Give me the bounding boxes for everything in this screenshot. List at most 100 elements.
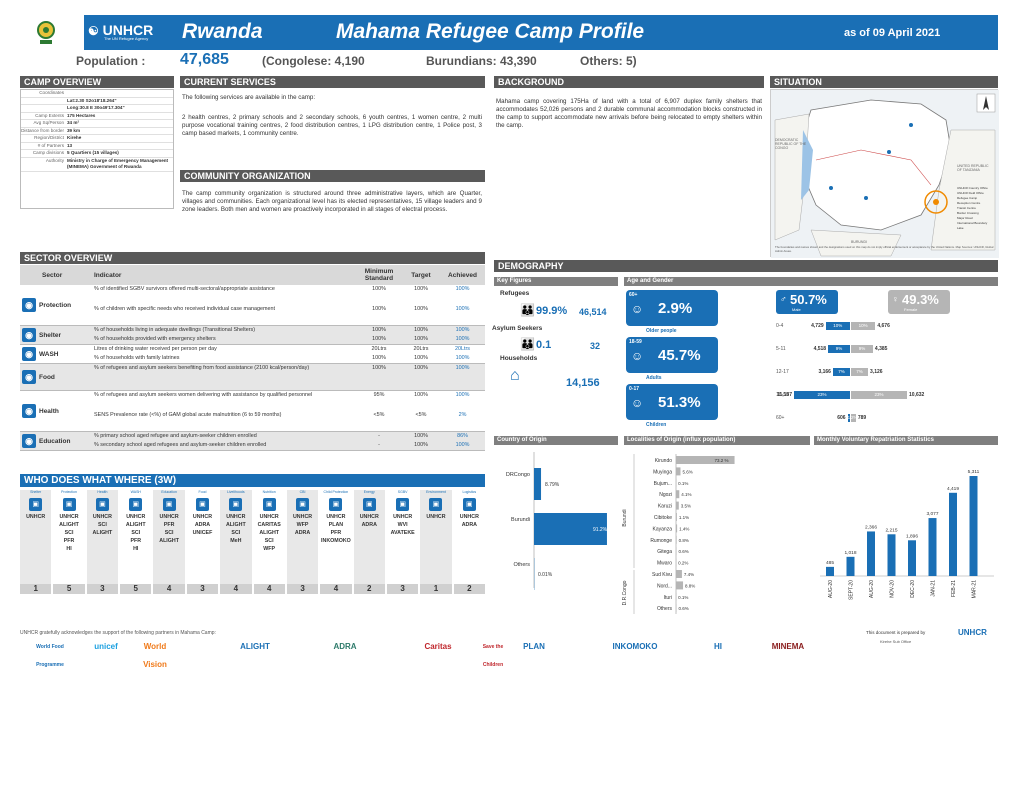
min-standard-value: 100% (372, 286, 386, 292)
three-w-partner: UNHCR (426, 514, 446, 520)
camp-overview-key: Authority (45, 157, 64, 163)
loc-label: 0.6% (678, 549, 688, 554)
rep-category: JAN-21 (931, 580, 937, 597)
female-box: ♀ 49.3% Female (888, 290, 950, 314)
loc-category: Nord... (657, 583, 672, 589)
three-w-column: Nutrition ▣ UNHCR CARITAS ALIGHT SCI WFP 4 (253, 490, 285, 594)
three-w-partner-list: UNHCR ADRA UNICEF (187, 513, 218, 537)
three-w-count: 4 (320, 584, 352, 594)
sector-name: WASH (39, 350, 59, 358)
pyramid-female-bar (851, 391, 907, 399)
sector-name: Health (39, 407, 59, 415)
pyramid-male-bar (794, 391, 850, 399)
indicator-text: % primary school aged refugee and asylum… (94, 433, 257, 439)
col-indicator: Indicator (94, 271, 122, 279)
loc-category: Rumonge (650, 538, 672, 544)
sector-name-cell: ◉ Education (20, 432, 94, 450)
demography-header: DEMOGRAPHY (494, 260, 998, 272)
coo-category: Burundi (511, 517, 530, 523)
map-footnote: The boundaries and names shown and the d… (775, 245, 994, 253)
three-w-sector-icon: ▣ (262, 498, 276, 511)
sector-rows: % of refugees and asylum seekers women d… (94, 391, 485, 431)
pyramid-female-count: 4,676 (877, 323, 890, 329)
three-w-partner: UNHCR (292, 514, 313, 520)
achieved-value: 100% (455, 392, 470, 398)
community-org-header: COMMUNITY ORGANIZATION (180, 170, 485, 182)
protection-icon: ◉ (22, 298, 36, 312)
three-w-column: SGBV ▣ UNHCR WVI AVATEKE 3 (386, 490, 419, 594)
three-w-partner: HI (133, 546, 139, 552)
key-figures-header: Key Figures (494, 277, 618, 286)
age-box: 18-59 ☺ 45.7% Adults (626, 337, 718, 381)
male-pct: 50.7% (790, 292, 827, 307)
target-value: 100% (414, 433, 428, 439)
rep-bar (908, 540, 916, 576)
partner-logo: World Vision (143, 642, 167, 669)
loc-label: 4.1% (681, 492, 691, 497)
age-range: 60+ (629, 292, 638, 298)
rep-label: 485 (826, 560, 834, 566)
three-w-category: Food (198, 490, 207, 494)
sector-row: % primary school aged refugee and asylum… (94, 432, 485, 441)
current-services-header: CURRENT SERVICES (180, 76, 485, 88)
three-w-category: Energy (363, 490, 375, 494)
three-w-partner: PLAN (328, 522, 344, 528)
background-header: BACKGROUND (494, 76, 764, 88)
population-congolese: (Congolese: 4,190 (262, 54, 365, 68)
indicator-text: SENS Prevalence rate (<%) of GAM global … (94, 412, 282, 418)
pyramid-female-pct: 23% (874, 392, 884, 397)
indicator-text: % of identified SGBV survivors offered m… (94, 286, 275, 292)
camp-overview-key: Camp divisions (32, 150, 64, 155)
pyramid-male-pct: 10% (833, 323, 843, 328)
indicator-text: % of households with family latrines (94, 355, 180, 361)
min-standard-value: 100% (372, 336, 386, 342)
rep-category: NOV-20 (890, 580, 896, 598)
households-icon: ⌂ (510, 367, 520, 384)
pyramid-female-pct: 7% (856, 369, 863, 374)
loc-label: 8.8% (685, 583, 695, 588)
sector-rows: Litres of drinking water received per pe… (94, 345, 485, 363)
female-pct: 49.3% (902, 292, 939, 307)
three-w-partner: INKOMOKO (321, 538, 351, 544)
three-w-sector-icon: ▣ (462, 498, 476, 511)
three-w-sector-icon: ▣ (396, 498, 410, 511)
three-w-partner: ALIGHT (59, 522, 79, 528)
three-w-partner: UNHCR (92, 514, 112, 520)
loc-bar (676, 456, 735, 464)
sector-name-cell: ◉ Shelter (20, 326, 94, 344)
target-value: <5% (415, 412, 427, 418)
rep-bar (928, 518, 937, 576)
asylum-icon: 👪 (520, 337, 535, 351)
three-w-partner: SCI (231, 530, 241, 536)
sector-block-education: ◉ Education% primary school aged refugee … (20, 432, 485, 451)
pyramid-female-count: 3,126 (870, 369, 883, 375)
target-value: 100% (414, 306, 428, 312)
three-w-partner: SCI (264, 538, 274, 544)
partner-logo: ALIGHT (240, 642, 270, 651)
three-w-sector-icon: ▣ (229, 498, 243, 511)
three-w-column: Food ▣ UNHCR ADRA UNICEF 3 (186, 490, 219, 594)
loc-label: 3.5% (681, 504, 691, 509)
three-w-partner-list: UNHCR ADRA (354, 513, 385, 529)
pyramid-male-pct: 9% (835, 346, 843, 351)
country-origin-chart: DRCongo 8.79% Burundi 91.2% Others 0.01% (506, 452, 608, 590)
three-w-count: 3 (286, 584, 319, 594)
pyramid-female-count: 4,385 (874, 346, 888, 352)
coo-bar (534, 468, 542, 500)
rep-label: 2,366 (865, 524, 877, 530)
loc-category: Ngozi (659, 492, 672, 498)
target-value: 100% (414, 365, 428, 371)
pyramid-male-bar (847, 414, 850, 422)
age-group-label: Children (646, 422, 667, 428)
three-w-category: Child Protection (323, 490, 349, 494)
three-w-partner-list: UNHCR ALIGHT SCI PFR HI (53, 513, 84, 553)
age-gender-header: Age and Gender (624, 277, 998, 286)
three-w-category: Health (97, 490, 108, 494)
map-label-tanzania: UNITED REPUBLIC OF TANZANIA (957, 164, 989, 172)
achieved-value: 100% (455, 336, 470, 342)
header-bar (84, 15, 998, 50)
map-legend-item: International Boundary (957, 221, 988, 225)
three-w-column: Child Protection ▣ UNHCR PLAN PFR INKOMOKO 4 (320, 490, 352, 594)
current-services-body: 2 health centres, 2 primary schools and … (182, 114, 482, 137)
three-w-category: Livelihoods (227, 490, 245, 494)
